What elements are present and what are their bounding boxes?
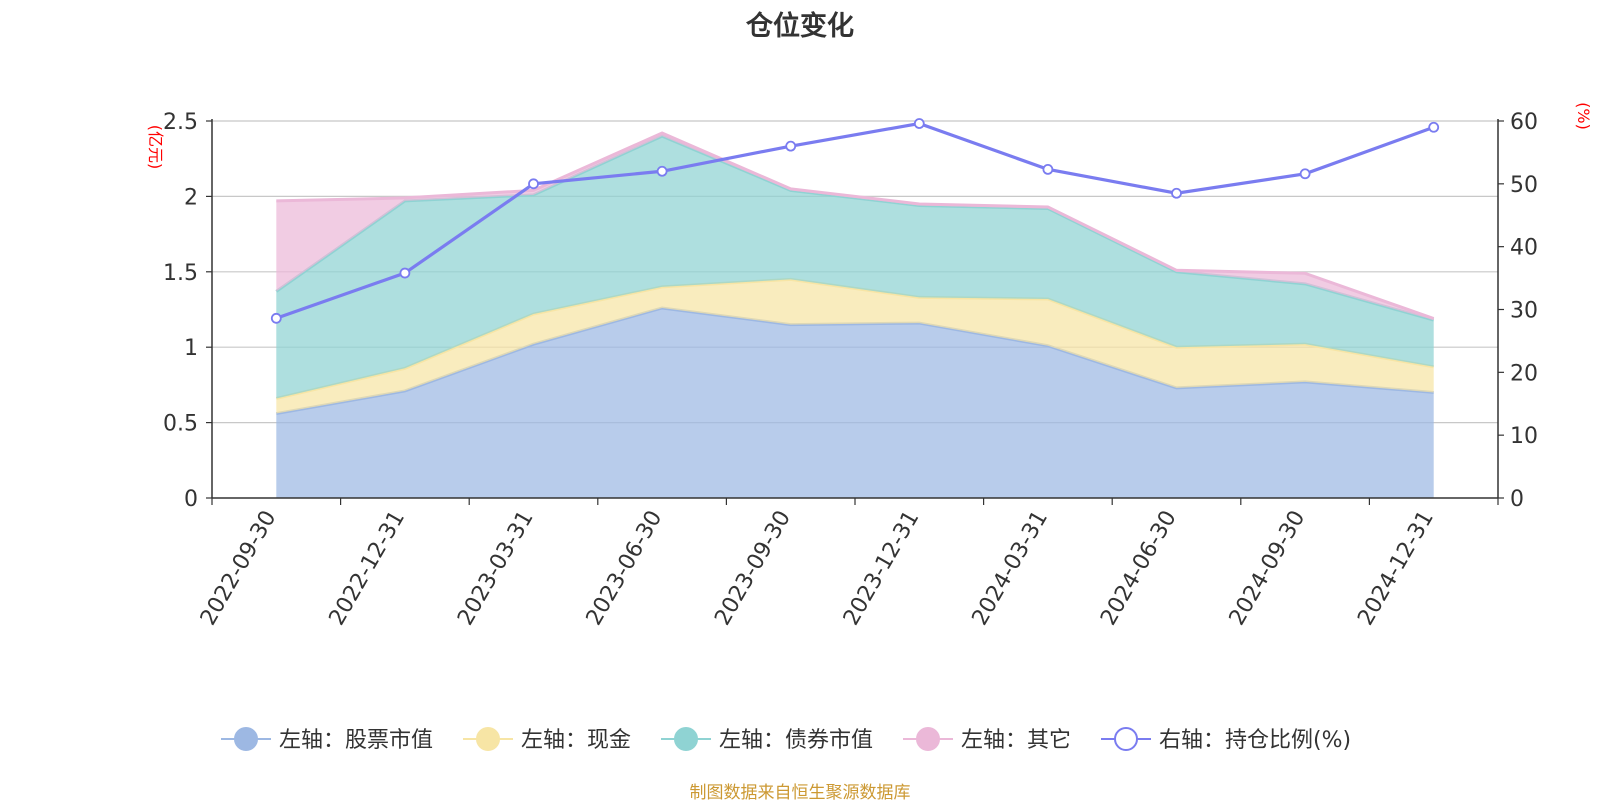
legend-symbol-marker xyxy=(234,727,258,751)
holding-ratio-point xyxy=(785,140,797,152)
holding-ratio-point xyxy=(913,118,925,129)
left-axis-unit-label: (亿元) xyxy=(146,125,165,170)
left-tick-label: 0 xyxy=(184,487,198,512)
chart-title: 仓位变化 xyxy=(746,11,854,42)
right-tick-label: 10 xyxy=(1510,424,1538,449)
legend-symbol-marker xyxy=(476,727,500,751)
right-tick-label: 50 xyxy=(1510,173,1538,198)
x-tick-label: 2023-12-31 xyxy=(839,507,925,630)
left-tick-label: 2.5 xyxy=(163,110,198,135)
holding-ratio-point xyxy=(1299,168,1311,180)
legend-label: 左轴：现金 xyxy=(521,728,631,753)
holding-ratio-point xyxy=(656,165,668,177)
holding-ratio-point xyxy=(1428,121,1440,133)
legend-symbol-marker xyxy=(674,727,698,751)
x-tick-label: 2022-09-30 xyxy=(196,507,282,630)
legend-label: 左轴：股票市值 xyxy=(279,728,433,753)
area-series-4-edge xyxy=(276,131,1435,320)
x-tick-label: 2022-12-31 xyxy=(325,507,411,630)
x-tick-label: 2023-03-31 xyxy=(453,507,539,630)
right-tick-label: 30 xyxy=(1510,299,1538,324)
x-tick-label: 2024-12-31 xyxy=(1353,507,1439,630)
holding-ratio-point xyxy=(399,267,411,279)
right-tick-label: 40 xyxy=(1510,236,1538,261)
legend-label: 左轴：其它 xyxy=(961,728,1071,753)
legend-symbol-marker xyxy=(1114,727,1138,751)
right-tick-label: 60 xyxy=(1510,110,1538,135)
holding-ratio-line xyxy=(275,121,1435,320)
left-tick-label: 1.5 xyxy=(163,261,198,286)
right-axis-unit-label: (%) xyxy=(1574,102,1593,130)
x-tick-label: 2024-03-31 xyxy=(968,507,1054,630)
right-tick-label: 20 xyxy=(1510,361,1538,386)
area-series-3 xyxy=(276,136,1434,399)
x-tick-label: 2024-09-30 xyxy=(1225,507,1311,630)
legend-label: 右轴：持仓比例(%) xyxy=(1159,728,1351,753)
holding-ratio-point xyxy=(1171,187,1182,199)
right-tick-label: 0 xyxy=(1510,487,1524,512)
holding-ratio-point xyxy=(270,312,282,324)
x-tick-label: 2024-06-30 xyxy=(1096,507,1182,630)
area-series-2 xyxy=(276,279,1434,414)
area-series-1 xyxy=(276,307,1434,498)
holding-ratio-point xyxy=(528,178,539,190)
left-tick-label: 2 xyxy=(184,185,198,210)
legend-symbol-marker xyxy=(916,727,940,751)
x-tick-label: 2023-06-30 xyxy=(582,507,668,630)
x-tick-label: 2023-09-30 xyxy=(710,507,796,630)
legend-label: 左轴：债券市值 xyxy=(719,728,873,753)
left-tick-label: 0.5 xyxy=(163,412,198,437)
left-tick-label: 1 xyxy=(184,336,198,361)
holding-ratio-point xyxy=(1042,163,1054,175)
data-source-note: 制图数据来自恒生聚源数据库 xyxy=(689,783,911,803)
